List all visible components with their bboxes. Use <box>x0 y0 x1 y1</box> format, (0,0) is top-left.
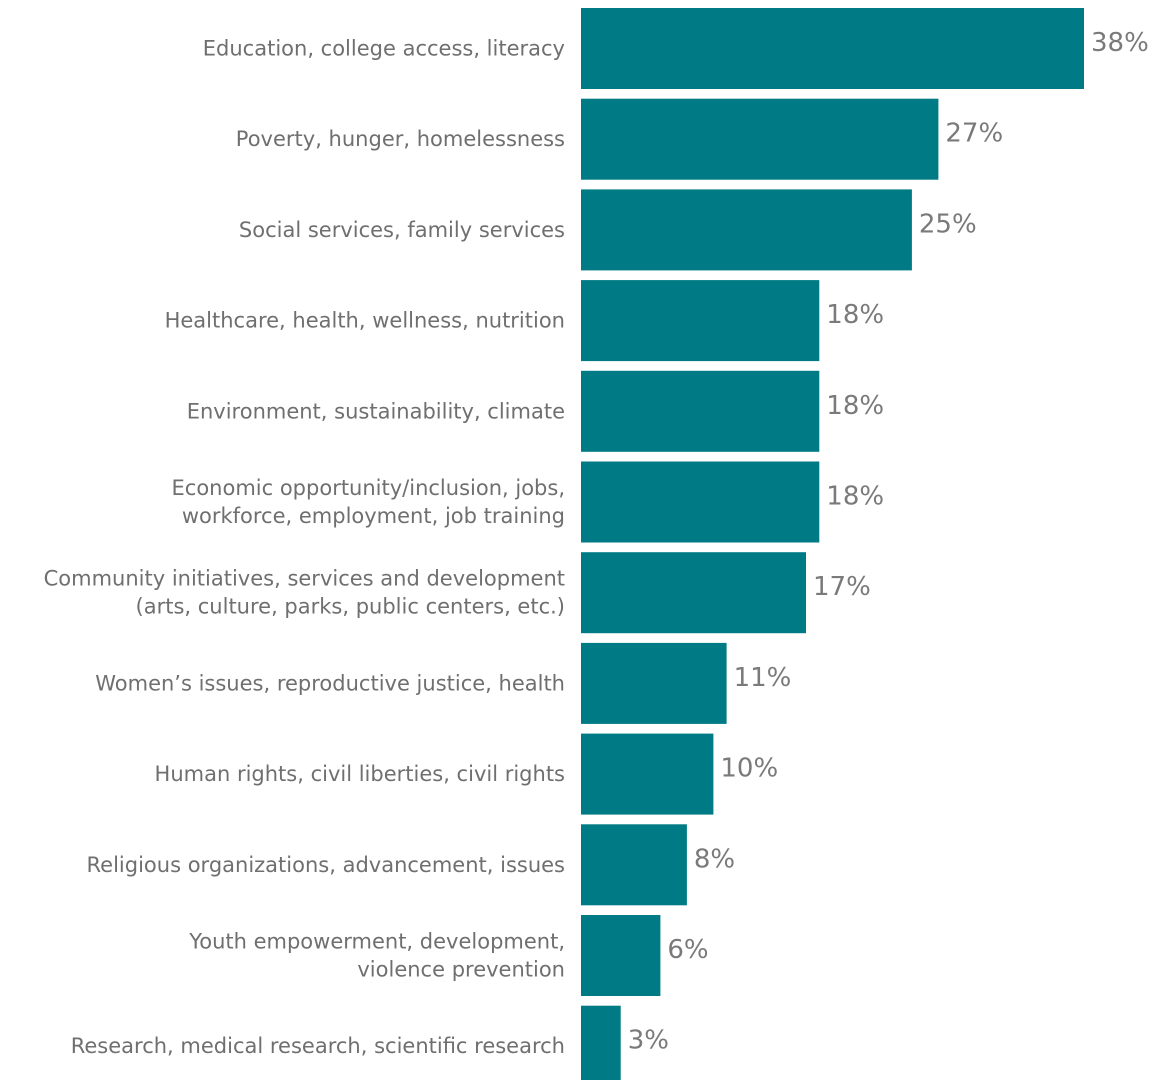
value-label: 18% <box>826 300 884 330</box>
value-label: 18% <box>826 482 884 512</box>
value-label: 25% <box>919 209 977 239</box>
bars-group <box>581 8 1084 1080</box>
value-label: 8% <box>694 844 735 874</box>
category-label: Research, medical research, scientific r… <box>71 1034 565 1058</box>
bar <box>581 642 727 724</box>
bar <box>581 824 687 906</box>
category-label: Education, college access, literacy <box>203 37 565 61</box>
bar <box>581 280 820 362</box>
category-label: (arts, culture, parks, public centers, e… <box>136 595 565 619</box>
value-label: 38% <box>1091 28 1149 58</box>
value-label: 17% <box>813 572 871 602</box>
value-label: 10% <box>720 754 778 784</box>
category-label: Religious organizations, advancement, is… <box>87 853 565 877</box>
bar <box>581 189 912 271</box>
bar <box>581 370 820 452</box>
bar <box>581 733 714 815</box>
bar <box>581 461 820 543</box>
category-label: Social services, family services <box>239 218 565 242</box>
category-label: workforce, employment, job training <box>182 504 565 528</box>
category-label: Women’s issues, reproductive justice, he… <box>95 671 565 695</box>
bar <box>581 915 661 996</box>
value-labels-group: 38% 27% 25% 18% 18% 18% 17% 11% 10% 8% 6% 3% <box>628 28 1149 1056</box>
value-label: 11% <box>734 663 792 693</box>
value-label: 3% <box>628 1026 669 1056</box>
category-label: Youth empowerment, development, <box>188 930 565 954</box>
category-label: Environment, sustainability, climate <box>187 399 565 423</box>
bar <box>581 98 939 180</box>
bar <box>581 1005 621 1080</box>
value-label: 18% <box>826 391 884 421</box>
category-label: Healthcare, health, wellness, nutrition <box>165 309 565 333</box>
category-label: Human rights, civil liberties, civil rig… <box>155 762 565 786</box>
bar <box>581 552 806 634</box>
category-labels-group: Education, college access, literacy Pover… <box>44 37 565 1059</box>
value-label: 6% <box>667 935 708 965</box>
value-label: 27% <box>945 119 1003 149</box>
category-label: Economic opportunity/inclusion, jobs, <box>172 476 566 500</box>
bar <box>581 8 1084 89</box>
category-label: Poverty, hunger, homelessness <box>236 127 565 151</box>
category-label: Community initiatives, services and deve… <box>44 567 565 591</box>
category-label: violence prevention <box>357 958 565 982</box>
